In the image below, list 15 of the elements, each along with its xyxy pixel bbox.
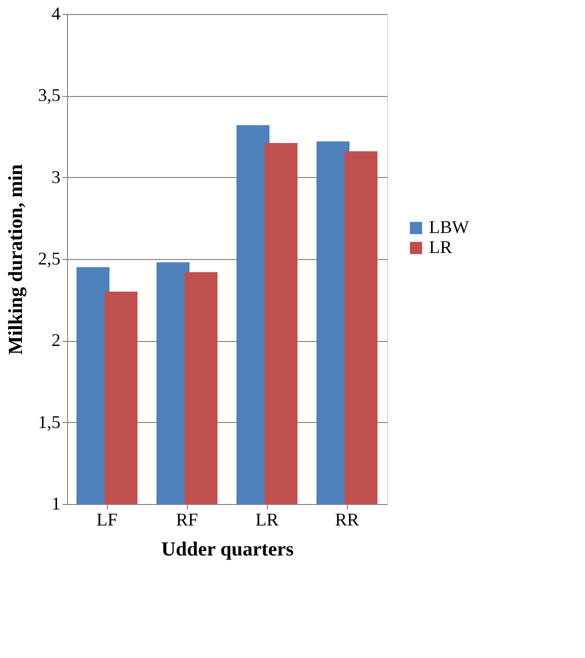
y-tick-label: 3 <box>52 166 60 187</box>
x-tick-label: RF <box>176 510 198 530</box>
y-axis-title: Milking duration, min <box>5 164 27 355</box>
x-tick-label: LF <box>96 510 118 530</box>
y-tick-label: 2,5 <box>38 248 60 268</box>
x-axis-title: Udder quarters <box>161 538 294 560</box>
y-tick-label: 1 <box>52 494 60 514</box>
legend-label: LR <box>429 237 452 257</box>
legend-label: LBW <box>429 217 469 237</box>
x-tick-label: LR <box>255 510 279 530</box>
x-tick-label: RR <box>334 510 360 530</box>
y-tick-label: 3,5 <box>38 85 60 106</box>
y-tick-label: 1,5 <box>38 412 60 432</box>
y-tick-label: 4 <box>52 4 60 24</box>
y-tick-label: 2 <box>52 330 60 350</box>
